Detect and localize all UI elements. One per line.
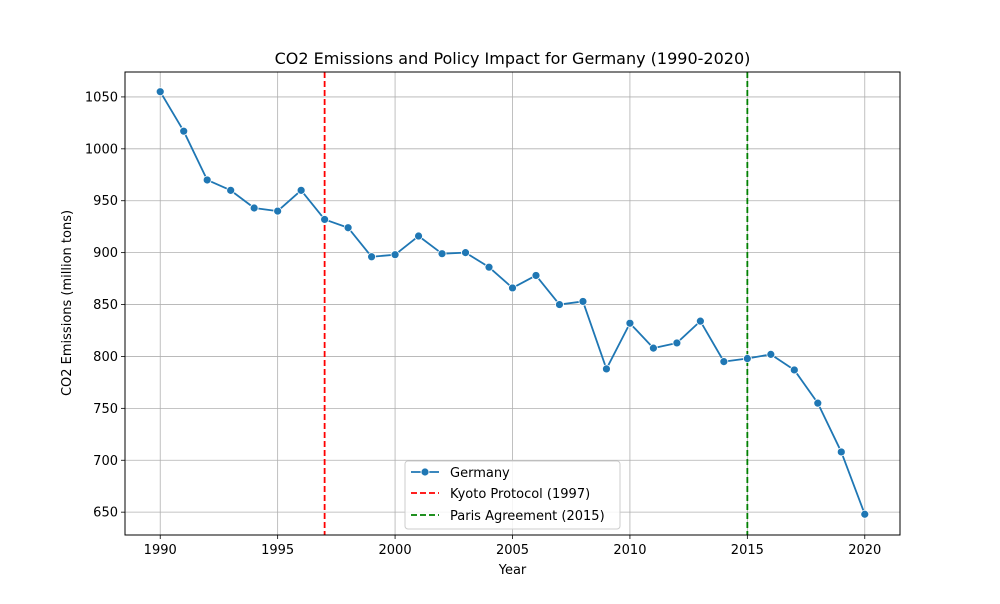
y-tick-label: 950 [93,194,118,209]
data-point [860,509,870,519]
chart-title: CO2 Emissions and Policy Impact for Germ… [275,49,751,68]
data-point [649,343,658,353]
y-tick-label: 1050 [85,90,118,105]
policy-reference-lines [323,72,749,535]
y-axis-label: CO2 Emissions (million tons) [60,210,75,396]
data-point [789,365,799,375]
data-point [390,250,400,260]
data-point [813,398,823,408]
data-point [695,316,705,326]
y-axis-ticks: 650 700 750 800 850 900 950 1000 1050 [85,90,125,521]
x-tick-label: 2005 [496,543,529,558]
data-point [155,87,165,97]
x-tick-label: 1990 [144,543,177,558]
data-point [320,215,330,224]
data-point [625,318,635,328]
legend-label-kyoto: Kyoto Protocol (1997) [450,487,590,502]
x-tick-label: 2010 [613,543,646,558]
data-point [742,354,752,363]
x-tick-label: 2000 [379,543,412,558]
y-tick-label: 800 [93,350,118,365]
data-point [766,349,776,359]
data-point [508,283,517,293]
legend-box [404,460,621,530]
y-tick-label: 700 [93,454,118,469]
data-point [367,252,376,262]
x-axis-label: Year [498,563,527,578]
legend-label-paris: Paris Agreement (2015) [450,509,605,524]
data-point [249,203,259,213]
data-point [461,248,470,258]
y-tick-label: 650 [93,506,118,521]
y-tick-label: 900 [93,246,118,261]
series-layer [155,87,870,519]
data-point [836,447,846,457]
data-point [414,231,423,241]
data-point [578,297,588,306]
data-point [273,206,283,216]
data-point [437,249,447,259]
data-point [531,271,541,280]
data-point [179,126,189,136]
data-point [602,364,611,374]
data-point [226,185,236,195]
data-point [672,338,682,348]
data-point [719,357,729,367]
x-tick-label: 2020 [848,543,881,558]
legend-marker-germany [420,467,430,477]
y-tick-label: 1000 [85,142,118,157]
legend-label-germany: Germany [450,466,510,481]
data-point [555,300,564,309]
x-axis-ticks: 1990 1995 2000 2005 2010 2015 2020 [144,535,881,558]
legend: Germany Kyoto Protocol (1997) Paris Agre… [404,460,621,530]
x-tick-label: 2015 [731,543,764,558]
data-point [343,223,353,233]
data-point [202,175,212,185]
data-point [296,185,306,195]
y-tick-label: 750 [93,402,118,417]
y-tick-label: 850 [93,298,118,313]
x-tick-label: 1995 [261,543,294,558]
data-point [484,262,494,272]
